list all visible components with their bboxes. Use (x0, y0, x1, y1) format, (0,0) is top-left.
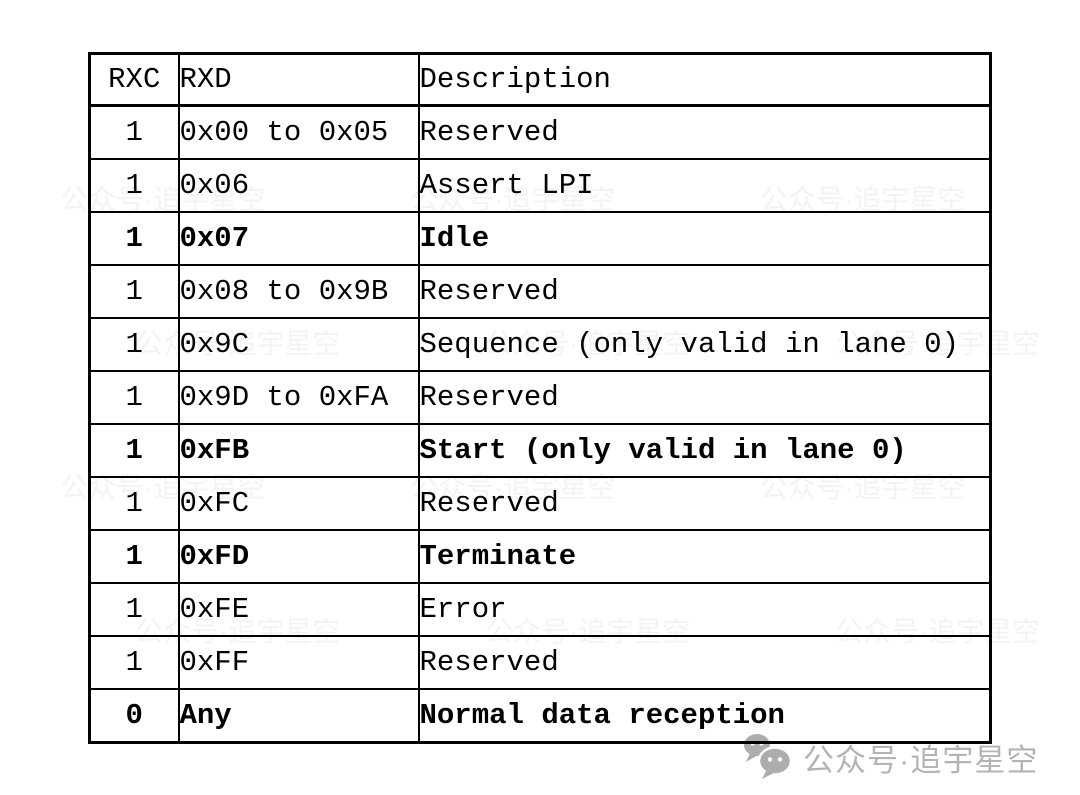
cell-rxd: 0x9D to 0xFA (177, 370, 420, 425)
cell-desc: Reserved (417, 476, 992, 531)
watermark-text: 公众号·追宇星空 (803, 742, 1039, 778)
cell-rxd: 0x06 (177, 158, 420, 213)
table-row: 1 0x00 to 0x05 Reserved (88, 104, 992, 160)
cell-rxc: 1 (88, 264, 180, 319)
rx-codes-table: RXC RXD Description 1 0x00 to 0x05 Reserve… (88, 52, 992, 744)
cell-rxd: 0x9C (177, 317, 420, 372)
table-row: 1 0x9D to 0xFA Reserved (88, 370, 992, 425)
cell-rxc: 1 (88, 370, 180, 425)
header-rxd: RXD (177, 52, 420, 107)
cell-desc: Reserved (417, 104, 992, 160)
watermark: 公众号·追宇星空 (742, 732, 1038, 782)
cell-desc: Reserved (417, 264, 992, 319)
cell-desc: Terminate (417, 529, 992, 584)
cell-rxd: 0xFF (177, 635, 420, 690)
cell-rxc: 1 (88, 476, 180, 531)
cell-rxc: 1 (88, 317, 180, 372)
cell-rxc: 1 (88, 104, 180, 160)
cell-rxd: 0xFE (177, 582, 420, 637)
table-row: 0 Any Normal data reception (88, 688, 992, 744)
cell-rxc: 1 (88, 423, 180, 478)
header-rxc: RXC (88, 52, 180, 107)
cell-rxd: 0x08 to 0x9B (177, 264, 420, 319)
cell-rxc: 1 (88, 529, 180, 584)
table-row: 1 0x9C Sequence (only valid in lane 0) (88, 317, 992, 372)
cell-desc: Normal data reception (417, 688, 992, 744)
cell-rxc: 1 (88, 211, 180, 266)
table-row: 1 0xFD Terminate (88, 529, 992, 584)
table-row: 1 0xFC Reserved (88, 476, 992, 531)
cell-desc: Reserved (417, 635, 992, 690)
cell-rxd: 0x07 (177, 211, 420, 266)
cell-rxc: 1 (88, 635, 180, 690)
cell-rxc: 1 (88, 582, 180, 637)
table-row: 1 0xFE Error (88, 582, 992, 637)
table-header-row: RXC RXD Description (88, 52, 992, 107)
cell-rxc: 1 (88, 158, 180, 213)
cell-desc: Start (only valid in lane 0) (417, 423, 992, 478)
table-row: 1 0x06 Assert LPI (88, 158, 992, 213)
cell-desc: Assert LPI (417, 158, 992, 213)
cell-desc: Reserved (417, 370, 992, 425)
cell-rxd: Any (177, 688, 420, 744)
cell-rxd: 0x00 to 0x05 (177, 104, 420, 160)
cell-desc: Sequence (only valid in lane 0) (417, 317, 992, 372)
table-row: 1 0x08 to 0x9B Reserved (88, 264, 992, 319)
cell-desc: Idle (417, 211, 992, 266)
cell-desc: Error (417, 582, 992, 637)
cell-rxd: 0xFB (177, 423, 420, 478)
table-row: 1 0xFB Start (only valid in lane 0) (88, 423, 992, 478)
cell-rxd: 0xFD (177, 529, 420, 584)
cell-rxc: 0 (88, 688, 180, 744)
table-row: 1 0xFF Reserved (88, 635, 992, 690)
cell-rxd: 0xFC (177, 476, 420, 531)
header-description: Description (417, 52, 992, 107)
table-row: 1 0x07 Idle (88, 211, 992, 266)
